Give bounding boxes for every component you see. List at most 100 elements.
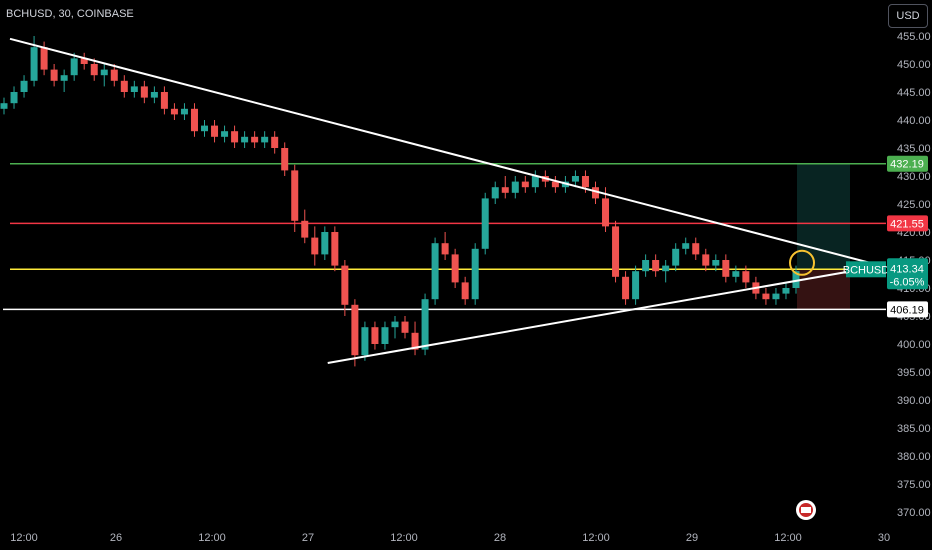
candle-body: [722, 260, 730, 277]
candle-body: [511, 181, 519, 193]
y-tick-label: 400.00: [897, 339, 931, 351]
candle-body: [391, 321, 399, 328]
last-price-symbol: BCHUSD: [843, 264, 890, 276]
last-price-symbol-bg: [846, 261, 886, 278]
candle-body: [160, 92, 168, 109]
last-price-change: -6.05%: [890, 276, 925, 288]
trendline: [9, 37, 886, 268]
candle-body: [221, 131, 229, 137]
candle-body: [60, 75, 68, 81]
candle-body: [100, 69, 108, 76]
last-price-tag-bg: [887, 258, 928, 290]
candle-body: [642, 260, 650, 272]
candle-body: [632, 271, 640, 300]
candle-body: [241, 136, 249, 143]
candle-body: [20, 80, 28, 92]
candle-body: [190, 108, 198, 132]
y-tick-label: 395.00: [897, 367, 931, 379]
candle-body: [50, 69, 58, 81]
trendline: [327, 269, 858, 365]
candle-body: [571, 176, 579, 182]
candle-body: [551, 181, 559, 188]
candle-body: [481, 198, 489, 249]
candle-body: [0, 103, 8, 109]
candle-body: [591, 187, 599, 199]
candle-body: [180, 108, 188, 115]
x-tick-label: 29: [686, 532, 698, 544]
level-price-tag-bg: [887, 301, 928, 318]
y-tick-label: 385.00: [897, 423, 931, 435]
y-tick-label: 430.00: [897, 171, 931, 183]
candle-body: [441, 243, 449, 255]
candle-body: [742, 271, 750, 283]
candle-body: [30, 47, 38, 81]
candle-body: [271, 136, 279, 148]
candle-body: [702, 254, 710, 266]
candle-body: [672, 248, 680, 266]
candle-body: [531, 176, 539, 188]
candle-body: [10, 92, 18, 104]
candle-body: [411, 332, 419, 350]
candle-body: [381, 327, 389, 344]
y-tick-label: 440.00: [897, 115, 931, 127]
candle-body: [110, 69, 118, 81]
y-tick-label: 435.00: [897, 143, 931, 155]
candle-body: [461, 282, 469, 300]
level-price-tag: 406.19: [890, 304, 924, 316]
candle-body: [251, 136, 259, 143]
candle-body: [431, 243, 439, 300]
y-tick-label: 390.00: [897, 395, 931, 407]
candle-body: [692, 243, 700, 255]
x-tick-label: 30: [878, 532, 890, 544]
y-tick-label: 455.00: [897, 31, 931, 43]
x-tick-label: 12:00: [774, 532, 802, 544]
candle-body: [612, 226, 620, 277]
candle-body: [231, 131, 239, 143]
candle-body: [732, 271, 740, 277]
candle-body: [501, 187, 509, 193]
currency-button[interactable]: USD: [888, 4, 928, 28]
candle-body: [301, 220, 309, 238]
candle-body: [782, 288, 790, 294]
candle-body: [401, 321, 409, 333]
candle-body: [281, 148, 289, 171]
candle-body: [90, 64, 98, 76]
candle-body: [451, 254, 459, 283]
candle-body: [170, 108, 178, 115]
level-price-tag: 432.19: [890, 159, 924, 171]
position-target-zone: [797, 163, 850, 270]
candle-body: [40, 47, 48, 70]
candle-body: [772, 293, 780, 300]
candle-body: [762, 293, 770, 300]
candle-body: [682, 243, 690, 249]
x-tick-label: 28: [494, 532, 506, 544]
y-tick-label: 450.00: [897, 59, 931, 71]
x-tick-label: 12:00: [582, 532, 610, 544]
candle-body: [201, 125, 209, 132]
level-price-tag: 421.55: [890, 218, 924, 230]
candle-body: [321, 232, 329, 255]
highlight-circle: [789, 249, 815, 276]
candle-body: [421, 299, 429, 350]
candle-body: [662, 265, 670, 272]
x-tick-label: 12:00: [10, 532, 38, 544]
candle-body: [622, 276, 630, 300]
x-tick-label: 27: [302, 532, 314, 544]
candle-body: [331, 232, 339, 266]
y-tick-label: 445.00: [897, 87, 931, 99]
candle-body: [521, 181, 529, 188]
candle-body: [211, 125, 219, 137]
y-tick-label: 425.00: [897, 199, 931, 211]
level-price-tag-bg: [887, 155, 928, 172]
x-tick-label: 12:00: [198, 532, 226, 544]
candle-body: [150, 92, 158, 98]
level-price-tag-bg: [887, 215, 928, 232]
candle-body: [471, 248, 479, 300]
last-price-value: 413.34: [890, 263, 924, 275]
candle-body: [120, 80, 128, 92]
candle-body: [80, 58, 88, 64]
candle-body: [581, 176, 589, 188]
y-tick-label: 370.00: [897, 507, 931, 519]
symbol-label: BCHUSD, 30, COINBASE: [6, 8, 134, 20]
